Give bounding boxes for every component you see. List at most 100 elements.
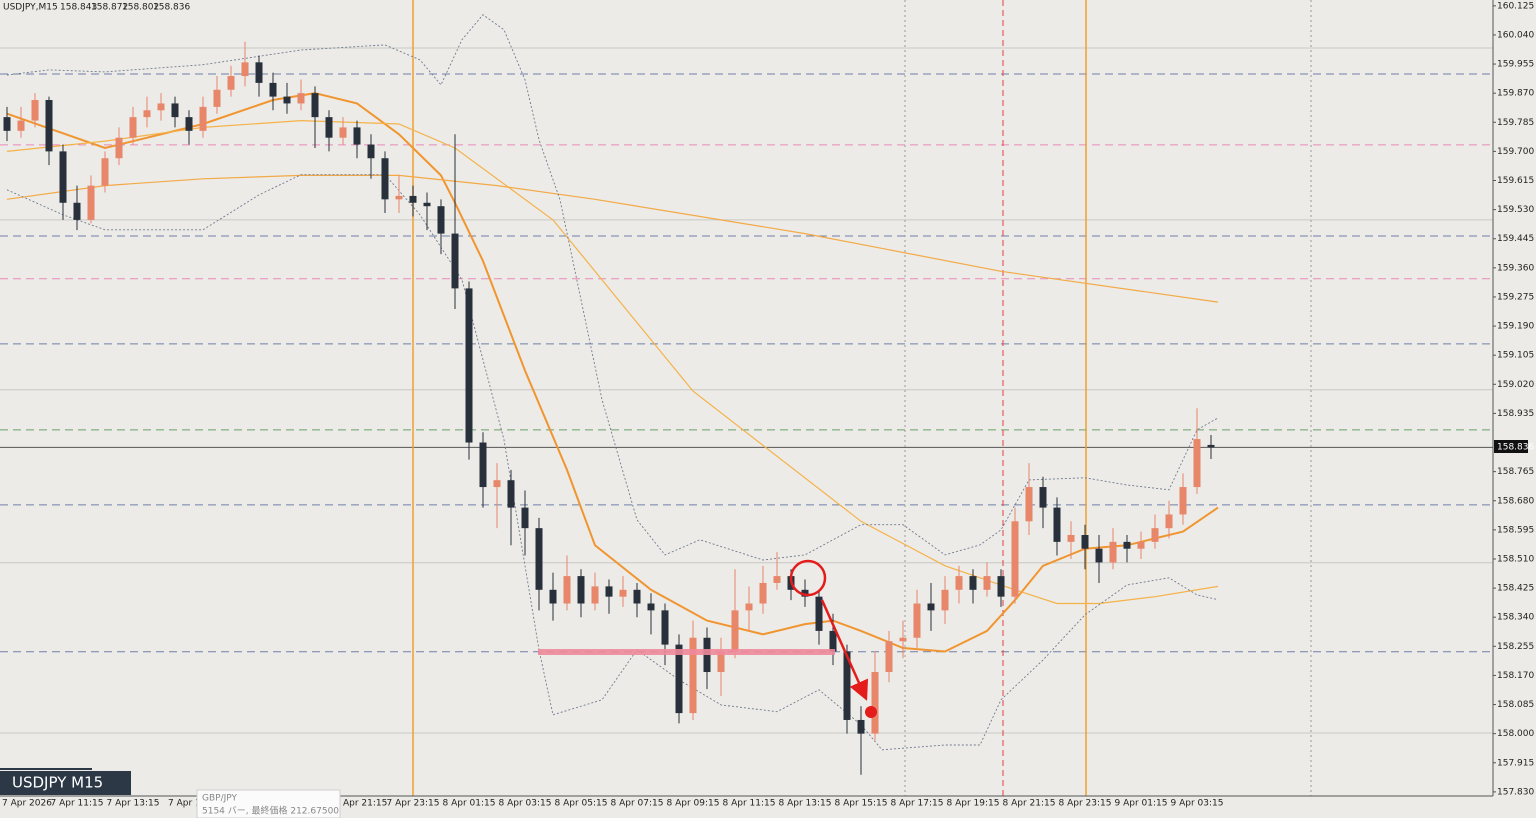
- candle-body: [521, 507, 529, 529]
- candle-body: [199, 106, 207, 131]
- y-tick-label: 159.955: [1497, 60, 1534, 70]
- symbol-label: USDJPY M15: [12, 774, 103, 792]
- symbol-box: [0, 771, 131, 795]
- candle-body: [409, 195, 417, 203]
- candle-body: [101, 158, 109, 186]
- x-tick-label: 8 Apr 07:15: [611, 799, 664, 809]
- header-low: 158.802: [122, 3, 159, 13]
- indicator-line: [6, 174, 1219, 303]
- candle-body: [843, 651, 851, 720]
- y-tick-label: 158.340: [1497, 613, 1534, 623]
- candle-body: [1207, 444, 1215, 448]
- y-tick-label: 159.700: [1497, 147, 1534, 157]
- x-tick-label: 7 Apr 2026: [2, 799, 52, 809]
- candle-body: [857, 719, 865, 734]
- candle-body: [969, 576, 977, 590]
- candle-body: [1137, 541, 1145, 549]
- candle-body: [339, 127, 347, 138]
- candle-body: [1193, 439, 1201, 488]
- candle-body: [661, 610, 669, 645]
- y-tick-label: 159.445: [1497, 234, 1534, 244]
- candle-body: [423, 202, 431, 207]
- y-tick-label: 157.915: [1497, 758, 1534, 768]
- x-tick-label: 7 Apr 11:15: [51, 799, 104, 809]
- popup-title: GBP/JPY: [202, 794, 237, 804]
- candle-body: [563, 576, 571, 604]
- header-high: 158.872: [91, 3, 128, 13]
- candle-body: [591, 586, 599, 604]
- x-tick-label: 9 Apr 01:15: [1115, 799, 1168, 809]
- candle-body: [493, 480, 501, 488]
- candle-body: [605, 586, 613, 597]
- x-tick-label: 8 Apr 23:15: [1059, 799, 1112, 809]
- candle-body: [745, 603, 753, 611]
- indicator-line: [6, 14, 1219, 561]
- candle-body: [633, 589, 641, 604]
- candle-body: [395, 195, 403, 200]
- candle-body: [311, 93, 319, 118]
- candle-body: [353, 127, 361, 145]
- x-tick-label: 7 Apr 1: [168, 799, 201, 809]
- candle-body: [1179, 487, 1187, 515]
- candle-body: [577, 576, 585, 604]
- candle-body: [1053, 507, 1061, 542]
- candle-body: [885, 641, 893, 673]
- x-tick-label: 8 Apr 17:15: [891, 799, 944, 809]
- candle-body: [87, 185, 95, 220]
- x-tick-label: Apr 21:15: [343, 799, 387, 809]
- candle-body: [717, 651, 725, 673]
- candle-body: [157, 103, 165, 111]
- x-tick-label: 7 Apr 13:15: [107, 799, 160, 809]
- candle-body: [143, 110, 151, 118]
- y-tick-label: 158.085: [1497, 700, 1534, 710]
- candle-body: [115, 137, 123, 159]
- y-tick-label: 159.785: [1497, 118, 1534, 128]
- candle-body: [283, 96, 291, 104]
- x-tick-label: 8 Apr 01:15: [443, 799, 496, 809]
- candle-body: [983, 576, 991, 590]
- y-tick-label: 159.105: [1497, 351, 1534, 361]
- y-tick-label: 158.935: [1497, 409, 1534, 419]
- candle-body: [325, 117, 333, 138]
- x-tick-label: 8 Apr 19:15: [947, 799, 1000, 809]
- header-symbol: USDJPY,M15: [3, 3, 58, 13]
- x-tick-label: 8 Apr 11:15: [723, 799, 776, 809]
- annotation-dot: [865, 706, 877, 718]
- price-tag-text: 158.836: [1497, 443, 1534, 453]
- y-tick-label: 159.275: [1497, 292, 1534, 302]
- y-tick-label: 160.125: [1497, 1, 1534, 11]
- indicator-line: [6, 119, 1219, 605]
- candle-body: [437, 206, 445, 234]
- candle-body: [465, 288, 473, 443]
- candle-body: [213, 89, 221, 107]
- candle-body: [479, 442, 487, 488]
- candle-body: [1011, 521, 1019, 597]
- popup: [196, 789, 341, 818]
- candle-body: [535, 528, 543, 590]
- candle-body: [45, 100, 53, 152]
- candle-body: [381, 158, 389, 200]
- y-tick-label: 158.425: [1497, 584, 1534, 594]
- candle-body: [1123, 541, 1131, 549]
- candle-body: [773, 576, 781, 583]
- candle-body: [129, 117, 137, 138]
- x-tick-label: 9 Apr 03:15: [1171, 799, 1224, 809]
- candle-body: [549, 589, 557, 604]
- support-highlight: [538, 649, 835, 655]
- candle-body: [73, 202, 81, 220]
- header-open: 158.843: [60, 3, 97, 13]
- candle-body: [619, 589, 627, 597]
- candle-body: [689, 637, 697, 714]
- annotation-arrow: [820, 599, 869, 701]
- y-tick-label: 158.000: [1497, 729, 1534, 739]
- candle-body: [451, 233, 459, 289]
- candle-body: [941, 589, 949, 611]
- candle-body: [59, 151, 67, 203]
- y-tick-label: 158.680: [1497, 496, 1534, 506]
- candle-body: [1025, 487, 1033, 522]
- candle-body: [3, 117, 11, 131]
- candle-body: [927, 603, 935, 611]
- header-close: 158.836: [153, 3, 190, 13]
- candle-body: [1095, 548, 1103, 563]
